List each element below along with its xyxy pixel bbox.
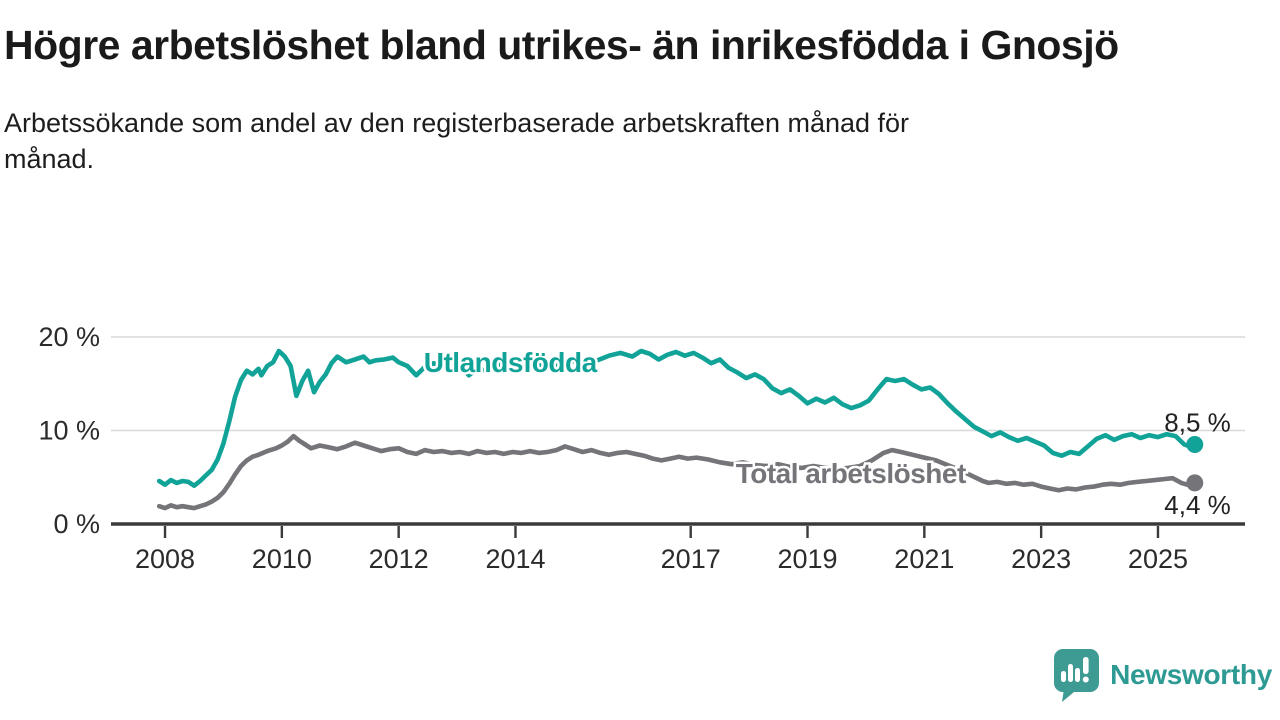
page-subtitle: Arbetssökande som andel av den registerb… xyxy=(4,108,910,174)
page-title: Högre arbetslöshet bland utrikes- än inr… xyxy=(4,22,1119,68)
bar-chart-glyph xyxy=(1061,657,1089,683)
x-axis-label-2014: 2014 xyxy=(485,544,545,574)
series-line-utlandsfodda xyxy=(156,348,1198,489)
series-label-total: Total arbetslöshet xyxy=(736,458,966,489)
series-end-dot-total xyxy=(1186,474,1204,492)
x-axis-label-2019: 2019 xyxy=(777,544,837,574)
x-axis-label-2017: 2017 xyxy=(661,544,721,574)
newsworthy-logo-link[interactable]: Newsworthy xyxy=(1052,648,1272,702)
series-line-total xyxy=(156,433,1198,511)
exclamation-dot xyxy=(1082,676,1089,683)
x-axis-label-2010: 2010 xyxy=(252,544,312,574)
x-axis-label-2025: 2025 xyxy=(1128,544,1188,574)
y-axis-label-10: 10 % xyxy=(38,416,100,446)
x-axis-label-2021: 2021 xyxy=(894,544,954,574)
x-axis-label-2023: 2023 xyxy=(1011,544,1071,574)
end-value-label-total: 4,4 % xyxy=(1164,490,1231,520)
y-axis-label-20: 20 % xyxy=(38,322,100,352)
series-end-dot-utlandsfodda xyxy=(1186,436,1204,454)
newsworthy-logo-icon xyxy=(1054,649,1100,702)
chart-header: Högre arbetslöshet bland utrikes- än inr… xyxy=(4,20,1184,178)
end-value-label-utlandsfodda: 8,5 % xyxy=(1164,408,1231,438)
x-axis-label-2008: 2008 xyxy=(135,544,195,574)
exclamation-bar xyxy=(1083,657,1089,674)
x-axis-label-2012: 2012 xyxy=(369,544,429,574)
newsworthy-brand-text: Newsworthy xyxy=(1110,659,1272,690)
series-label-utlandsfodda: Utlandsfödda xyxy=(424,347,598,378)
y-axis-label-0: 0 % xyxy=(53,509,100,539)
